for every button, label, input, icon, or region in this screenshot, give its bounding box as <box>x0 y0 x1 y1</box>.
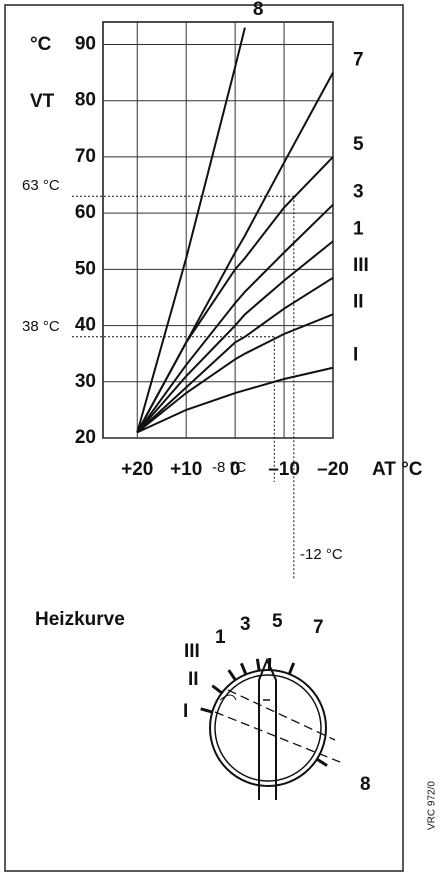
y-unit: °C <box>30 34 52 55</box>
curve-label: II <box>353 291 364 312</box>
y-label: VT <box>30 91 55 112</box>
dial-tick <box>289 663 293 674</box>
dial-label: 8 <box>360 774 371 795</box>
curve-label: 1 <box>353 218 364 239</box>
dial-tick <box>317 759 327 765</box>
dial-tick <box>201 709 213 712</box>
guide-y-label: 63 °C <box>22 177 60 194</box>
y-tick-label: 30 <box>75 371 96 392</box>
guide-x-label: -12 °C <box>300 546 343 563</box>
x-tick-label: –20 <box>317 459 349 480</box>
guide-y-label: 38 °C <box>22 318 60 335</box>
curve-label: 5 <box>353 134 364 155</box>
dial-label: III <box>184 641 200 662</box>
reference: VRC 972/0 <box>427 781 438 830</box>
dial-label: I <box>183 701 188 722</box>
curve-label: 8 <box>253 0 264 20</box>
y-tick-label: 40 <box>75 315 96 336</box>
curve-label: III <box>353 255 369 276</box>
x-tick-label: –10 <box>268 459 300 480</box>
x-tick-label: +20 <box>121 459 153 480</box>
x-tick-label: +10 <box>170 459 202 480</box>
dial-tick <box>257 659 259 671</box>
y-tick-label: 90 <box>75 34 96 55</box>
dial-label: II <box>188 669 199 690</box>
y-tick-label: 20 <box>75 427 96 448</box>
dial-tick <box>241 663 246 674</box>
dial-title: Heizkurve <box>35 609 125 630</box>
dial-tick <box>229 670 236 680</box>
x-label: AT °C <box>372 459 423 480</box>
curve-label: I <box>353 345 358 366</box>
dial-label: 5 <box>272 611 283 632</box>
guide-x-label: -8 °C <box>212 459 247 476</box>
y-tick-label: 70 <box>75 146 96 167</box>
dial-label: 3 <box>240 614 251 635</box>
dial-tick <box>212 686 222 693</box>
dial-label: 7 <box>313 617 324 638</box>
y-tick-label: 60 <box>75 202 96 223</box>
dial-label: 1 <box>215 627 226 648</box>
figure: °C VT AT °C Heizkurve VRC 972/0 20 30 40 50… <box>0 0 440 877</box>
dial <box>210 660 340 800</box>
curve-label: 7 <box>353 50 364 71</box>
y-tick-label: 50 <box>75 258 96 279</box>
curve-label: 3 <box>353 182 364 203</box>
y-tick-label: 80 <box>75 90 96 111</box>
page: °C VT AT °C Heizkurve VRC 972/0 20 30 40 50… <box>0 0 440 877</box>
